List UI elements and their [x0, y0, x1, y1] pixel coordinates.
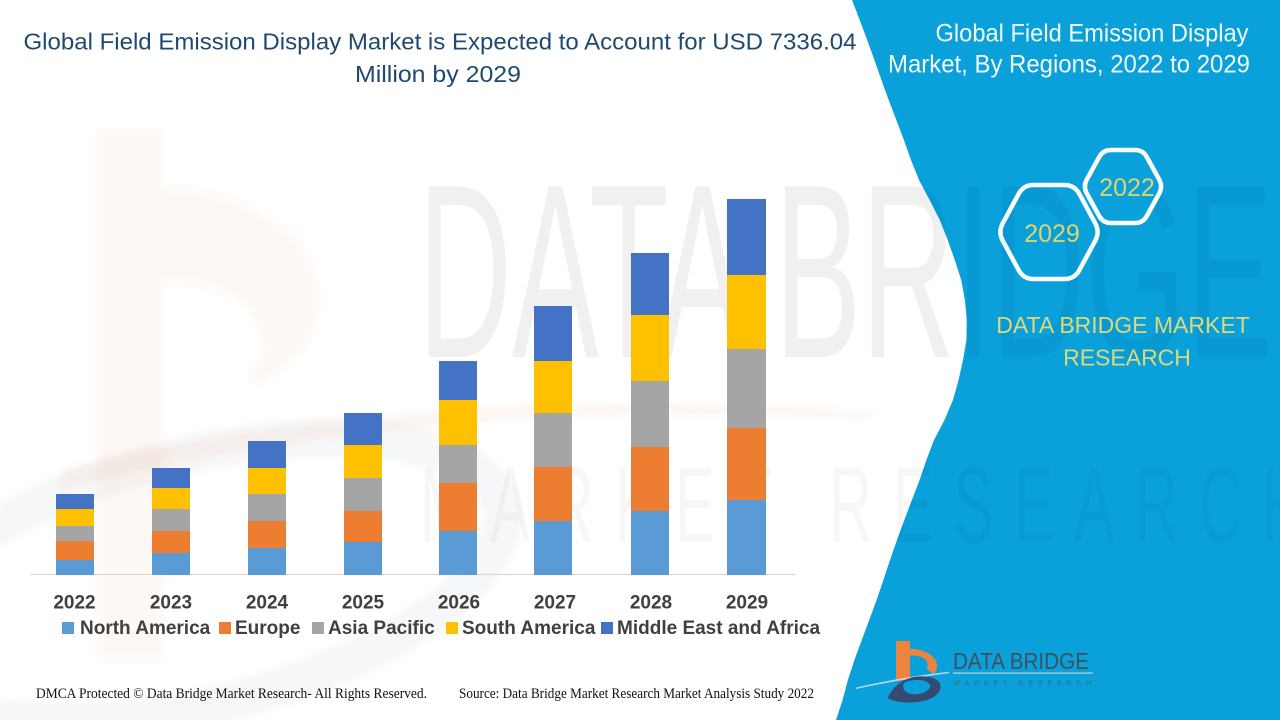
svg-text:DATA BRIDGE: DATA BRIDGE — [953, 648, 1089, 674]
svg-text:DMCA Protected © Data Bridge M: DMCA Protected © Data Bridge Market Rese… — [36, 686, 427, 702]
svg-text:RESEARCH: RESEARCH — [1063, 345, 1191, 371]
svg-text:Market, By Regions, 2022 to 20: Market, By Regions, 2022 to 2029 — [888, 51, 1250, 79]
svg-text:2029: 2029 — [726, 593, 768, 614]
svg-text:Asia Pacific: Asia Pacific — [328, 618, 435, 639]
svg-text:2024: 2024 — [246, 593, 289, 614]
svg-text:Middle East and Africa: Middle East and Africa — [617, 618, 820, 639]
svg-text:DATA BRIDGE MARKET: DATA BRIDGE MARKET — [996, 312, 1249, 338]
svg-text:2027: 2027 — [534, 593, 576, 614]
svg-text:Million by 2029: Million by 2029 — [355, 61, 521, 87]
svg-text:Global Field Emission Display: Global Field Emission Display Market is … — [24, 29, 857, 55]
svg-text:2022: 2022 — [1099, 174, 1155, 202]
svg-text:2029: 2029 — [1024, 220, 1080, 248]
svg-text:North America: North America — [80, 618, 211, 639]
svg-text:Global Field Emission Display: Global Field Emission Display — [936, 20, 1249, 48]
svg-text:Europe: Europe — [235, 618, 300, 639]
svg-text:2028: 2028 — [630, 593, 672, 614]
svg-text:2023: 2023 — [150, 593, 192, 614]
svg-text:MARKET RESEARCH: MARKET RESEARCH — [954, 681, 1096, 688]
svg-text:2022: 2022 — [53, 593, 95, 614]
svg-text:South America: South America — [462, 618, 596, 639]
svg-text:2025: 2025 — [342, 593, 385, 614]
svg-text:2026: 2026 — [438, 593, 480, 614]
svg-text:Source: Data Bridge Market Res: Source: Data Bridge Market Research Mark… — [459, 686, 814, 702]
